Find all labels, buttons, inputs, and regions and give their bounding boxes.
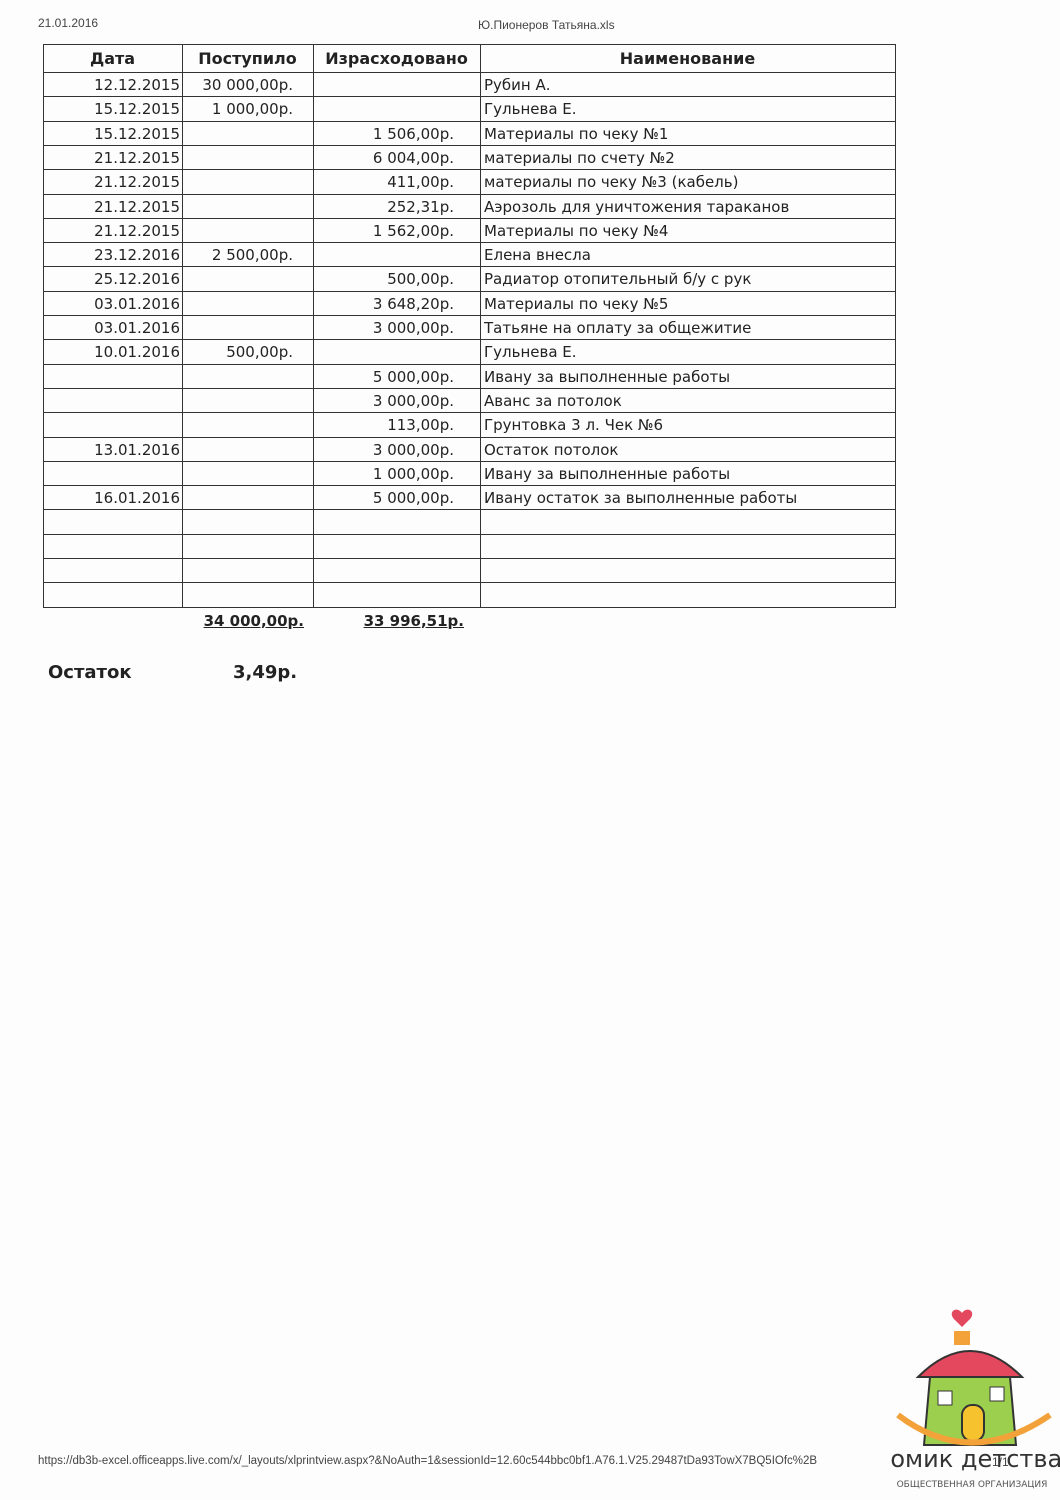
row-line [43, 121, 895, 122]
row-line [43, 534, 895, 535]
expense-cell: 1 562,00р. [372, 222, 454, 240]
expense-cell: 500,00р. [387, 270, 454, 288]
page-number: 1/1 [992, 1455, 1009, 1469]
total-income: 34 000,00р. [203, 612, 304, 630]
income-cell: 2 500,00р. [211, 246, 293, 264]
date-cell: 16.01.2016 [94, 489, 180, 507]
column-line [480, 44, 481, 608]
date-cell: 23.12.2016 [94, 246, 180, 264]
expense-cell: 411,00р. [387, 173, 454, 191]
column-header: Израсходовано [325, 49, 468, 68]
name-cell: Гульнева Е. [484, 100, 577, 118]
column-line [182, 44, 183, 608]
logo: домик детства ОБЩЕСТВЕННАЯ ОРГАНИЗАЦИЯ [890, 1309, 1060, 1490]
date-cell: 15.12.2015 [94, 125, 180, 143]
date-cell: 10.01.2016 [94, 343, 180, 361]
name-cell: Материалы по чеку №4 [484, 222, 669, 240]
row-line [43, 582, 895, 583]
balance-label: Остаток [48, 662, 132, 683]
column-line [895, 44, 896, 608]
row-line [43, 485, 895, 486]
expense-cell: 1 000,00р. [372, 465, 454, 483]
row-line [43, 339, 895, 340]
row-line [43, 72, 895, 73]
name-cell: Рубин А. [484, 76, 551, 94]
name-cell: Ивану за выполненные работы [484, 368, 731, 386]
row-line [43, 437, 895, 438]
name-cell: Аванс за потолок [484, 392, 622, 410]
row-line [43, 607, 895, 608]
name-cell: материалы по чеку №3 (кабель) [484, 173, 739, 191]
date-cell: 03.01.2016 [94, 295, 180, 313]
row-line [43, 291, 895, 292]
row-line [43, 218, 895, 219]
date-cell: 13.01.2016 [94, 441, 180, 459]
row-line [43, 169, 895, 170]
name-cell: Материалы по чеку №1 [484, 125, 669, 143]
logo-name: домик детства [890, 1445, 1060, 1473]
expense-cell: 3 000,00р. [372, 319, 454, 337]
name-cell: Ивану за выполненные работы [484, 465, 731, 483]
row-line [43, 145, 895, 146]
row-line [43, 242, 895, 243]
row-line [43, 194, 895, 195]
expense-cell: 252,31р. [387, 198, 454, 216]
file-name: Ю.Пионеров Татьяна.xls [478, 18, 615, 32]
date-cell: 12.12.2015 [94, 76, 180, 94]
column-header: Дата [89, 49, 136, 68]
date-cell: 21.12.2015 [94, 198, 180, 216]
date-cell: 21.12.2015 [94, 149, 180, 167]
column-line [313, 44, 314, 608]
row-line [43, 44, 895, 45]
name-cell: Ивану остаток за выполненные работы [484, 489, 798, 507]
expense-cell: 6 004,00р. [372, 149, 454, 167]
name-cell: Грунтовка 3 л. Чек №6 [484, 416, 664, 434]
row-line [43, 96, 895, 97]
row-line [43, 558, 895, 559]
name-cell: Аэрозоль для уничтожения тараканов [484, 198, 790, 216]
column-header: Наименование [619, 49, 756, 68]
date-cell: 25.12.2016 [94, 270, 180, 288]
name-cell: Гульнева Е. [484, 343, 577, 361]
name-cell: Елена внесла [484, 246, 591, 264]
date-cell: 03.01.2016 [94, 319, 180, 337]
logo-subtitle: ОБЩЕСТВЕННАЯ ОРГАНИЗАЦИЯ [897, 1480, 1048, 1490]
date-cell: 15.12.2015 [94, 100, 180, 118]
total-expense: 33 996,51р. [363, 612, 464, 630]
column-header: Поступило [198, 49, 297, 68]
row-line [43, 364, 895, 365]
print-date: 21.01.2016 [38, 16, 99, 30]
expense-cell: 5 000,00р. [372, 489, 454, 507]
row-line [43, 461, 895, 462]
row-line [43, 266, 895, 267]
expense-cell: 3 000,00р. [372, 441, 454, 459]
date-cell: 21.12.2015 [94, 222, 180, 240]
row-line [43, 412, 895, 413]
expense-cell: 113,00р. [387, 416, 454, 434]
income-cell: 500,00р. [226, 343, 293, 361]
expense-cell: 1 506,00р. [372, 125, 454, 143]
expense-cell: 3 000,00р. [372, 392, 454, 410]
footer-url: https://db3b-excel.officeapps.live.com/x… [38, 1455, 818, 1467]
row-line [43, 509, 895, 510]
name-cell: Радиатор отопительный б/у с рук [484, 270, 752, 288]
name-cell: Татьяне на оплату за общежитие [484, 319, 752, 337]
balance-value: 3,49р. [233, 662, 298, 683]
expense-cell: 3 648,20р. [372, 295, 454, 313]
row-line [43, 315, 895, 316]
row-line [43, 388, 895, 389]
expense-cell: 5 000,00р. [372, 368, 454, 386]
name-cell: Остаток потолок [484, 441, 619, 459]
name-cell: Материалы по чеку №5 [484, 295, 669, 313]
date-cell: 21.12.2015 [94, 173, 180, 191]
income-cell: 30 000,00р. [202, 76, 293, 94]
income-cell: 1 000,00р. [211, 100, 293, 118]
name-cell: материалы по счету №2 [484, 149, 675, 167]
column-line [43, 44, 44, 608]
